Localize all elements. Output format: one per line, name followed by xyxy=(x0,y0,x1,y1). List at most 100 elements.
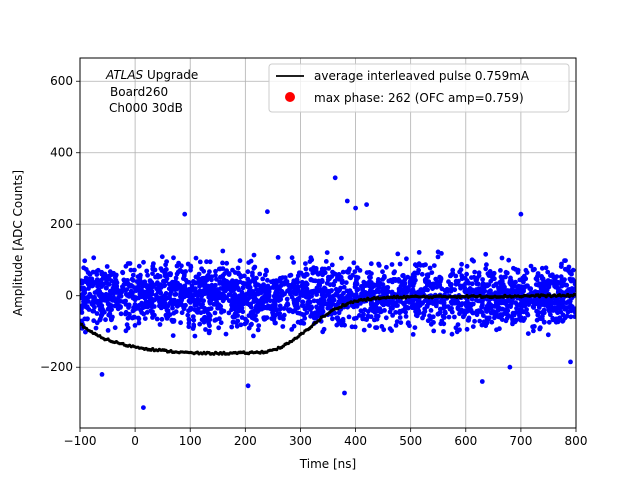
sample-point xyxy=(532,266,537,272)
sample-point xyxy=(243,320,249,326)
sample-point xyxy=(207,299,213,304)
sample-point xyxy=(374,300,380,306)
x-tick-label: −100 xyxy=(64,434,97,448)
sample-point xyxy=(124,293,130,298)
sample-point xyxy=(534,277,540,283)
sample-point xyxy=(158,266,164,271)
sample-point xyxy=(148,308,154,314)
outlier-point xyxy=(507,364,513,370)
sample-point xyxy=(104,264,110,269)
sample-point xyxy=(352,269,358,274)
sample-point xyxy=(459,261,464,267)
sample-point xyxy=(111,294,116,300)
sample-point xyxy=(183,277,189,283)
sample-point xyxy=(87,271,93,277)
sample-point xyxy=(105,328,111,333)
sample-point xyxy=(456,301,461,307)
sample-point xyxy=(103,317,108,323)
sample-point xyxy=(80,305,84,311)
sample-point xyxy=(149,291,155,297)
x-tick-label: 100 xyxy=(179,434,202,448)
sample-point xyxy=(229,324,235,330)
sample-point xyxy=(511,265,516,271)
x-tick-label: 600 xyxy=(454,434,477,448)
sample-point xyxy=(452,300,458,306)
sample-point xyxy=(178,284,184,290)
sample-point xyxy=(431,263,437,268)
outlier-point xyxy=(141,405,146,410)
sample-point xyxy=(182,272,187,278)
sample-point xyxy=(99,306,105,312)
legend-label-max-phase: max phase: 262 (OFC amp=0.759) xyxy=(314,91,524,105)
sample-point xyxy=(545,269,551,275)
sample-point xyxy=(420,315,425,321)
sample-point xyxy=(409,299,415,305)
sample-point xyxy=(439,318,445,324)
sample-point xyxy=(358,308,364,314)
sample-point xyxy=(509,314,514,319)
sample-point xyxy=(203,287,209,292)
sample-point xyxy=(149,304,155,310)
annotation-board: Board260 xyxy=(110,85,168,99)
sample-point xyxy=(330,316,335,322)
y-tick-label: 0 xyxy=(65,289,73,303)
sample-point xyxy=(459,273,465,279)
sample-point xyxy=(389,262,395,267)
sample-point xyxy=(499,255,505,261)
sample-point xyxy=(167,291,173,297)
sample-point xyxy=(471,274,477,280)
sample-point xyxy=(285,307,291,312)
sample-point xyxy=(162,282,168,288)
sample-point xyxy=(413,277,418,283)
sample-point xyxy=(192,302,198,308)
sample-point xyxy=(170,305,175,311)
sample-point xyxy=(479,304,484,310)
sample-point xyxy=(381,302,386,308)
sample-point xyxy=(95,283,100,289)
sample-point xyxy=(553,316,559,322)
sample-point xyxy=(474,297,479,303)
sample-point xyxy=(238,322,244,328)
sample-point xyxy=(503,318,509,324)
sample-point xyxy=(357,268,363,273)
sample-point xyxy=(93,325,99,331)
sample-point xyxy=(400,308,406,313)
sample-point xyxy=(518,284,524,290)
y-tick-label: 400 xyxy=(50,146,73,160)
sample-point xyxy=(320,279,325,284)
sample-point xyxy=(453,273,459,279)
legend-label-average-pulse: average interleaved pulse 0.759mA xyxy=(314,69,530,83)
sample-point xyxy=(470,310,476,316)
sample-point xyxy=(91,255,97,261)
sample-point xyxy=(401,273,406,278)
outlier-point xyxy=(353,205,358,211)
sample-point xyxy=(435,311,441,317)
sample-point xyxy=(170,333,176,338)
sample-point xyxy=(458,285,463,291)
sample-point xyxy=(275,255,281,260)
sample-point xyxy=(102,276,108,281)
annotation-channel: Ch000 30dB xyxy=(109,101,183,115)
sample-point xyxy=(563,258,568,263)
sample-point xyxy=(107,311,113,317)
sample-point xyxy=(304,305,310,310)
x-tick-label: 800 xyxy=(565,434,588,448)
sample-point xyxy=(239,315,245,320)
sample-point xyxy=(389,289,395,295)
outlier-point xyxy=(245,383,251,389)
sample-point xyxy=(461,283,467,288)
sample-point xyxy=(508,288,513,293)
sample-point xyxy=(250,273,255,278)
sample-point xyxy=(446,314,452,320)
sample-point xyxy=(448,282,454,287)
sample-point xyxy=(145,302,151,308)
sample-point xyxy=(469,281,475,287)
sample-point xyxy=(214,276,219,282)
sample-point xyxy=(428,308,434,313)
sample-point xyxy=(330,281,336,287)
sample-point xyxy=(542,302,548,308)
sample-point xyxy=(311,267,317,273)
x-tick-label: 200 xyxy=(234,434,257,448)
sample-point xyxy=(260,300,266,306)
